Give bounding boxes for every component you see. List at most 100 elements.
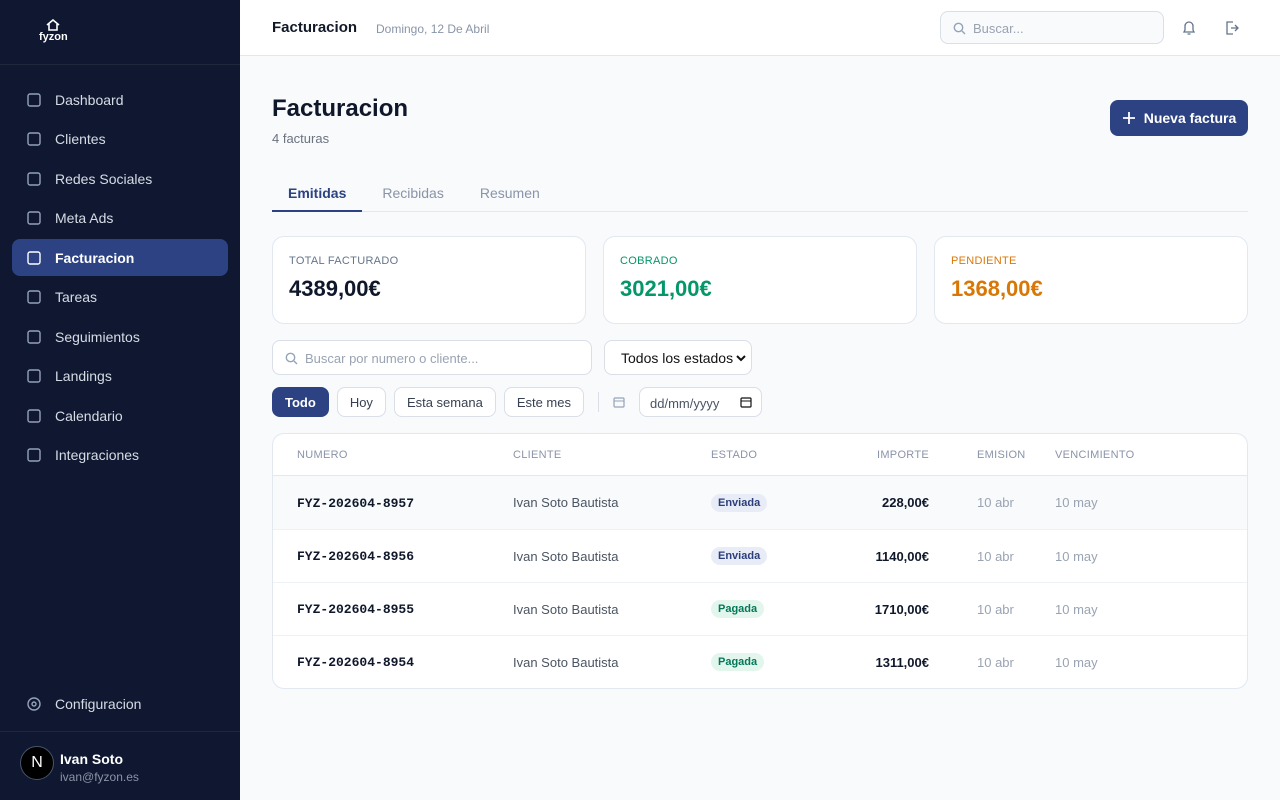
stat-card: COBRADO 3021,00€ xyxy=(603,236,917,324)
table-row[interactable]: FYZ-202604-8957 Ivan Soto Bautista Enviada… xyxy=(273,476,1247,529)
stat-label: PENDIENTE xyxy=(951,255,1017,267)
vencimiento-text: 10 may xyxy=(1055,654,1098,670)
nav-item[interactable]: Integraciones xyxy=(12,437,228,474)
nav-label: Seguimientos xyxy=(55,328,140,345)
cell: 10 abr xyxy=(929,655,1055,670)
range-button[interactable]: Esta semana xyxy=(393,387,496,417)
nav-icon xyxy=(27,369,41,383)
table-row[interactable]: FYZ-202604-8955 Ivan Soto Bautista Pagada 1… xyxy=(273,582,1247,635)
user-panel: N Ivan Soto ivan@fyzon.es xyxy=(0,731,240,800)
cell: 10 abr xyxy=(929,549,1055,564)
cell: Ivan Soto Bautista xyxy=(513,549,711,564)
invoice-search[interactable]: Buscar por numero o cliente... xyxy=(272,340,592,375)
nav-label: Clientes xyxy=(55,131,106,147)
status-badge: Pagada xyxy=(711,600,765,618)
table-row[interactable]: FYZ-202604-8954 Ivan Soto Bautista Pagada 1… xyxy=(273,635,1247,688)
search-icon xyxy=(953,22,966,35)
nav-item[interactable]: Calendario xyxy=(12,397,228,434)
range-button[interactable]: Hoy xyxy=(336,387,386,417)
settings-label: Configuracion xyxy=(55,696,142,712)
nav-item[interactable]: Meta Ads xyxy=(12,200,228,237)
nav-item[interactable]: Landings xyxy=(12,358,228,395)
column-header: ESTADO xyxy=(711,448,758,461)
tab[interactable]: Resumen xyxy=(479,185,540,201)
search-placeholder: Buscar... xyxy=(973,21,1024,36)
new-invoice-label: Nueva factura xyxy=(1143,110,1237,126)
global-search[interactable]: Buscar... xyxy=(940,11,1164,44)
search-placeholder: Buscar por numero o cliente... xyxy=(305,351,479,366)
importe-text: 228,00€ xyxy=(882,495,929,510)
stats: TOTAL FACTURADO 4389,00€ COBRADO 3021,00€ PE… xyxy=(272,236,1248,324)
cell: 10 abr xyxy=(929,495,1055,510)
new-invoice-button[interactable]: Nueva factura xyxy=(1110,100,1248,136)
cell: FYZ-202604-8954 xyxy=(273,654,513,670)
tab[interactable]: Emitidas xyxy=(272,182,363,212)
topbar-date: Domingo, 12 De Abril xyxy=(376,22,490,36)
status-value: Todos los estados xyxy=(621,350,734,366)
nav-item[interactable]: Tareas xyxy=(12,279,228,316)
logo: fyzon xyxy=(0,0,240,65)
vencimiento-text: 10 may xyxy=(1055,548,1098,564)
nav-icon xyxy=(27,329,41,344)
cell: FYZ-202604-8957 xyxy=(273,495,513,511)
settings-icon xyxy=(27,697,41,711)
plus-icon xyxy=(1122,112,1135,124)
nav: Dashboard Clientes Redes Sociales Meta Ads F… xyxy=(12,81,228,476)
cliente-text: Ivan Soto Bautista xyxy=(513,495,619,510)
user-name: Ivan Soto xyxy=(60,751,124,767)
nav-label: Integraciones xyxy=(55,447,140,463)
stat-value: 3021,00€ xyxy=(620,276,712,301)
nav-label: Redes Sociales xyxy=(55,170,153,187)
status-select[interactable]: Todos los estados xyxy=(604,340,752,375)
numero-text: FYZ-202604-8956 xyxy=(297,549,415,564)
avatar[interactable]: N xyxy=(20,746,54,780)
date-input[interactable]: dd/mm/yyyy xyxy=(639,387,762,417)
cell: Pagada xyxy=(711,600,821,618)
numero-text: FYZ-202604-8957 xyxy=(297,495,415,511)
stat-label: TOTAL FACTURADO xyxy=(289,255,399,267)
settings-link[interactable]: Configuracion xyxy=(26,696,141,712)
notifications-button[interactable] xyxy=(1181,20,1197,36)
emision-text: 10 abr xyxy=(977,654,1014,670)
brand: fyzon xyxy=(39,31,68,43)
topbar: Facturacion Domingo, 12 De Abril Buscar.… xyxy=(240,0,1280,56)
page-subtitle: 4 facturas xyxy=(272,131,330,146)
page-title: Facturacion xyxy=(272,95,409,122)
stat-card: PENDIENTE 1368,00€ xyxy=(934,236,1248,324)
stat-value: 1368,00€ xyxy=(951,276,1043,301)
nav-icon xyxy=(27,211,41,225)
cliente-text: Ivan Soto Bautista xyxy=(513,654,619,670)
nav-icon xyxy=(27,250,41,265)
chevron xyxy=(736,355,746,362)
range-button[interactable]: Este mes xyxy=(503,387,584,417)
logo-icon xyxy=(46,19,60,31)
cliente-text: Ivan Soto Bautista xyxy=(513,548,619,564)
nav-icon xyxy=(27,408,41,423)
nav-item[interactable]: Clientes xyxy=(12,121,228,158)
nav-item[interactable]: Seguimientos xyxy=(12,318,228,355)
nav-item[interactable]: Redes Sociales xyxy=(12,160,228,197)
cliente-text: Ivan Soto Bautista xyxy=(513,601,619,617)
cell: 10 may xyxy=(1055,495,1205,510)
calendar-icon xyxy=(613,397,625,408)
stat-value: 4389,00€ xyxy=(289,276,381,301)
calendar-icon xyxy=(740,397,752,408)
nav-item[interactable]: Facturacion xyxy=(12,239,228,276)
status-badge: Enviada xyxy=(711,547,768,565)
cell: 10 may xyxy=(1055,602,1205,617)
tab[interactable]: Recibidas xyxy=(382,185,444,201)
logout-button[interactable] xyxy=(1224,20,1240,36)
status-badge: Enviada xyxy=(711,493,768,512)
table-row[interactable]: FYZ-202604-8956 Ivan Soto Bautista Enviada… xyxy=(273,529,1247,582)
nav-item[interactable]: Dashboard xyxy=(12,81,228,118)
cell: Enviada xyxy=(711,547,821,565)
cell: 10 may xyxy=(1055,549,1205,564)
vencimiento-text: 10 may xyxy=(1055,495,1098,510)
column-header: VENCIMIENTO xyxy=(1055,448,1135,461)
cell: 228,00€ xyxy=(821,495,929,510)
nav-label: Landings xyxy=(55,368,112,384)
user-email: ivan@fyzon.es xyxy=(60,770,139,784)
range-button[interactable]: Todo xyxy=(272,387,329,417)
separator xyxy=(598,392,599,412)
stat-label: COBRADO xyxy=(620,255,678,267)
